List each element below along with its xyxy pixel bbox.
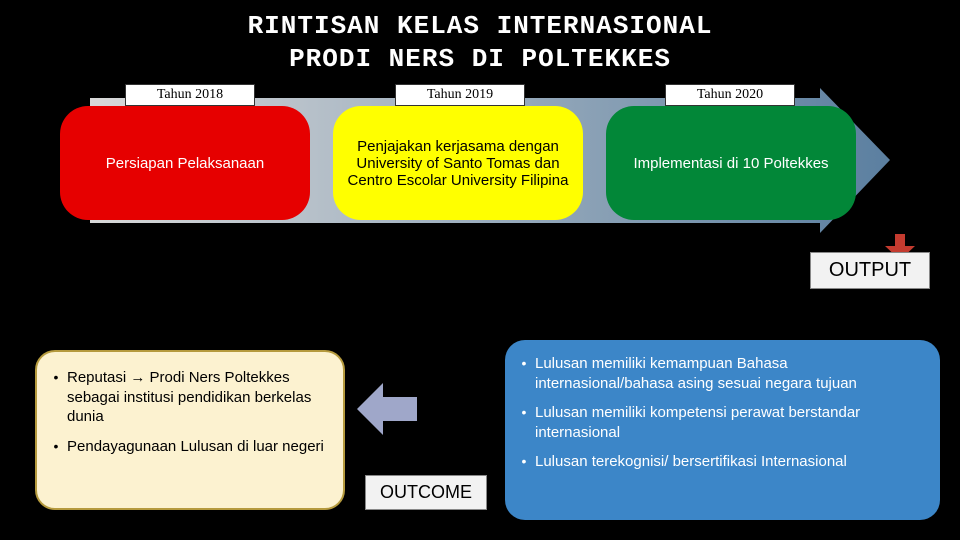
phase-card-2020: Implementasi di 10 Poltekkes [606,106,856,220]
output-label-box: OUTPUT [810,252,930,289]
timeline-arrow-band: Tahun 2018 Tahun 2019 Tahun 2020 Persiap… [90,88,890,233]
list-item: •Lulusan terekognisi/ bersertifikasi Int… [513,452,928,472]
outcome-card: •Reputasi → Prodi Ners Poltekkes sebagai… [35,350,345,510]
list-item: •Pendayagunaan Lulusan di luar negeri [45,437,333,457]
phase-card-2018-text: Persiapan Pelaksanaan [106,155,264,172]
outcome-list: •Reputasi → Prodi Ners Poltekkes sebagai… [45,368,333,456]
output-list: •Lulusan memiliki kemampuan Bahasa inter… [513,354,928,472]
list-item: •Lulusan memiliki kompetensi perawat ber… [513,403,928,442]
phase-card-2019-text: Penjajakan kerjasama dengan University o… [347,138,569,189]
year-2020-label: Tahun 2020 [665,84,795,106]
year-2019-label: Tahun 2019 [395,84,525,106]
phase-card-2020-text: Implementasi di 10 Poltekkes [633,155,828,172]
left-arrow-icon [357,383,417,440]
list-item: •Reputasi → Prodi Ners Poltekkes sebagai… [45,368,333,427]
year-2018-label: Tahun 2018 [125,84,255,106]
title-line-1: RINTISAN KELAS INTERNASIONAL [248,11,713,41]
title-line-2: PRODI NERS DI POLTEKKES [289,44,671,74]
output-card: •Lulusan memiliki kemampuan Bahasa inter… [505,340,940,520]
outcome-label-box: OUTCOME [365,475,487,510]
list-item: •Lulusan memiliki kemampuan Bahasa inter… [513,354,928,393]
slide-title: RINTISAN KELAS INTERNASIONAL PRODI NERS … [0,0,960,75]
phase-card-2019: Penjajakan kerjasama dengan University o… [333,106,583,220]
phase-card-2018: Persiapan Pelaksanaan [60,106,310,220]
